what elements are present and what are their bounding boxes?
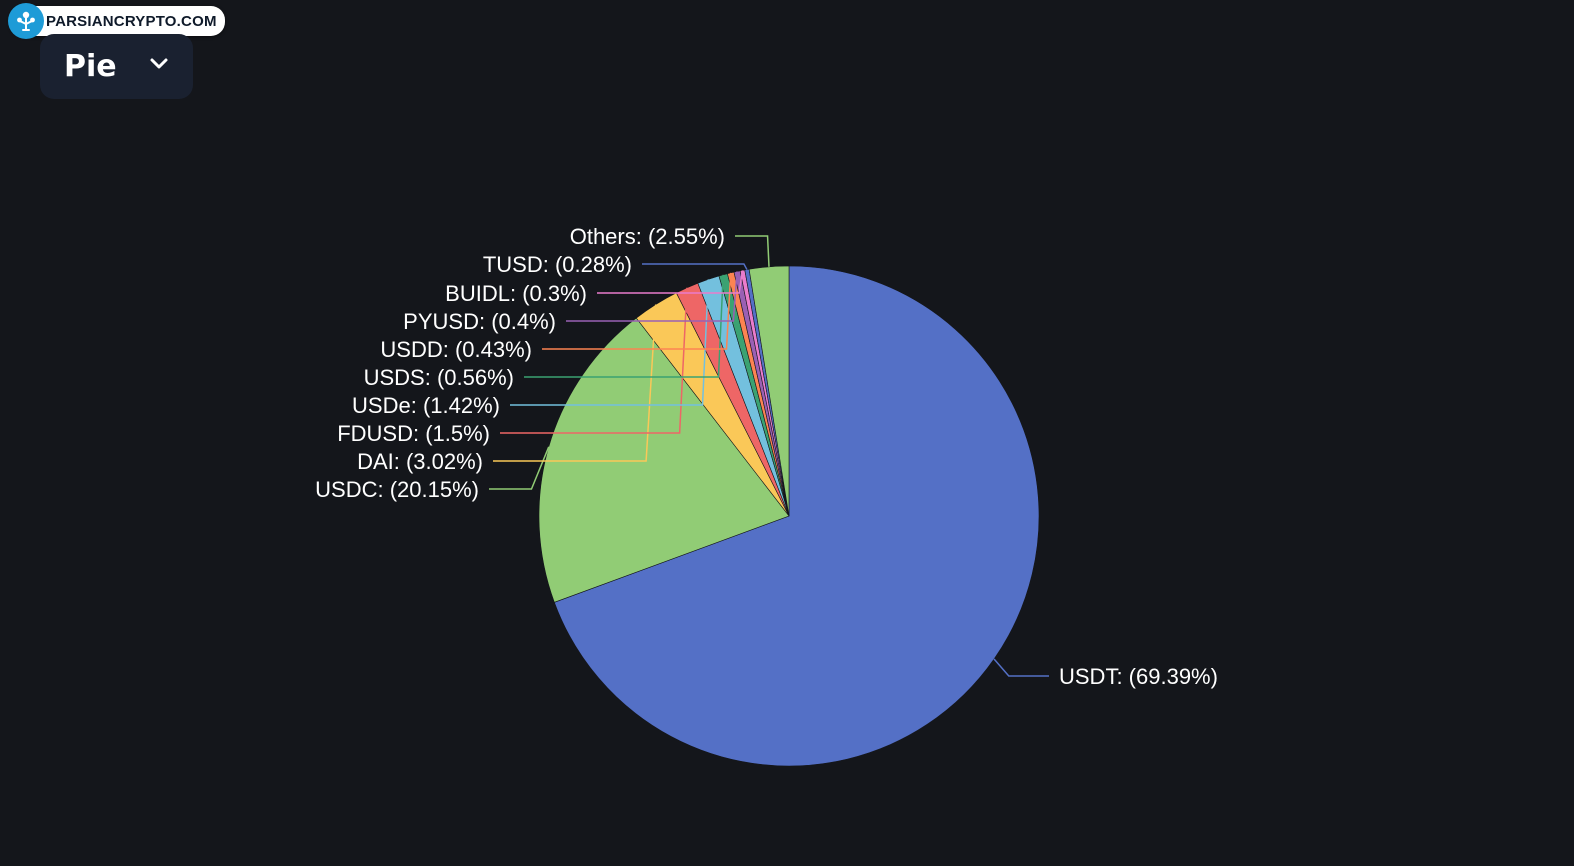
watermark-logo: PARSIANCRYPTO.COM — [8, 3, 225, 39]
leader-line-tusd — [642, 263, 748, 270]
slice-label-others: Others: (2.55%) — [570, 224, 725, 249]
pie-slice-others[interactable] — [748, 265, 790, 517]
pie-slice-usdt[interactable] — [553, 265, 1040, 767]
chart-type-dropdown[interactable]: Pie — [40, 34, 193, 99]
leader-line-dai — [493, 304, 657, 462]
slice-label-usdc: USDC: (20.15%) — [315, 477, 479, 502]
slice-label-tusd: TUSD: (0.28%) — [483, 252, 632, 277]
leader-line-usds — [524, 274, 724, 378]
leader-line-buidl — [597, 270, 744, 294]
slice-label-usdt: USDT: (69.39%) — [1059, 664, 1218, 689]
pie-slice-usdc[interactable] — [538, 317, 790, 603]
chart-type-selected-label: Pie — [64, 49, 117, 84]
leader-line-usdd — [542, 272, 732, 350]
slice-label-fdusd: FDUSD: (1.5%) — [337, 421, 490, 446]
parsiancrypto-logo-icon — [8, 3, 44, 39]
leader-line-usdt — [993, 658, 1049, 677]
slice-label-usde: USDe: (1.42%) — [352, 393, 500, 418]
leader-line-pyusd — [566, 271, 738, 322]
slice-label-buidl: BUIDL: (0.3%) — [445, 281, 587, 306]
slice-label-usdd: USDD: (0.43%) — [380, 337, 532, 362]
slice-label-usds: USDS: (0.56%) — [364, 365, 514, 390]
slice-label-dai: DAI: (3.02%) — [357, 449, 483, 474]
watermark-text: PARSIANCRYPTO.COM — [46, 12, 217, 30]
leader-line-usdc — [489, 446, 550, 490]
chevron-down-icon — [149, 57, 169, 76]
leader-line-others — [735, 235, 770, 267]
slice-label-pyusd: PYUSD: (0.4%) — [403, 309, 556, 334]
leader-line-fdusd — [500, 287, 688, 434]
